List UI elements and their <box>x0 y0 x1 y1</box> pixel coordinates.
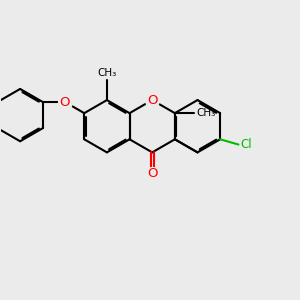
Text: O: O <box>147 167 158 180</box>
Text: CH₃: CH₃ <box>97 68 116 78</box>
Text: Cl: Cl <box>240 138 252 151</box>
Text: O: O <box>60 95 70 109</box>
Text: O: O <box>147 94 158 106</box>
Text: CH₃: CH₃ <box>196 108 215 118</box>
